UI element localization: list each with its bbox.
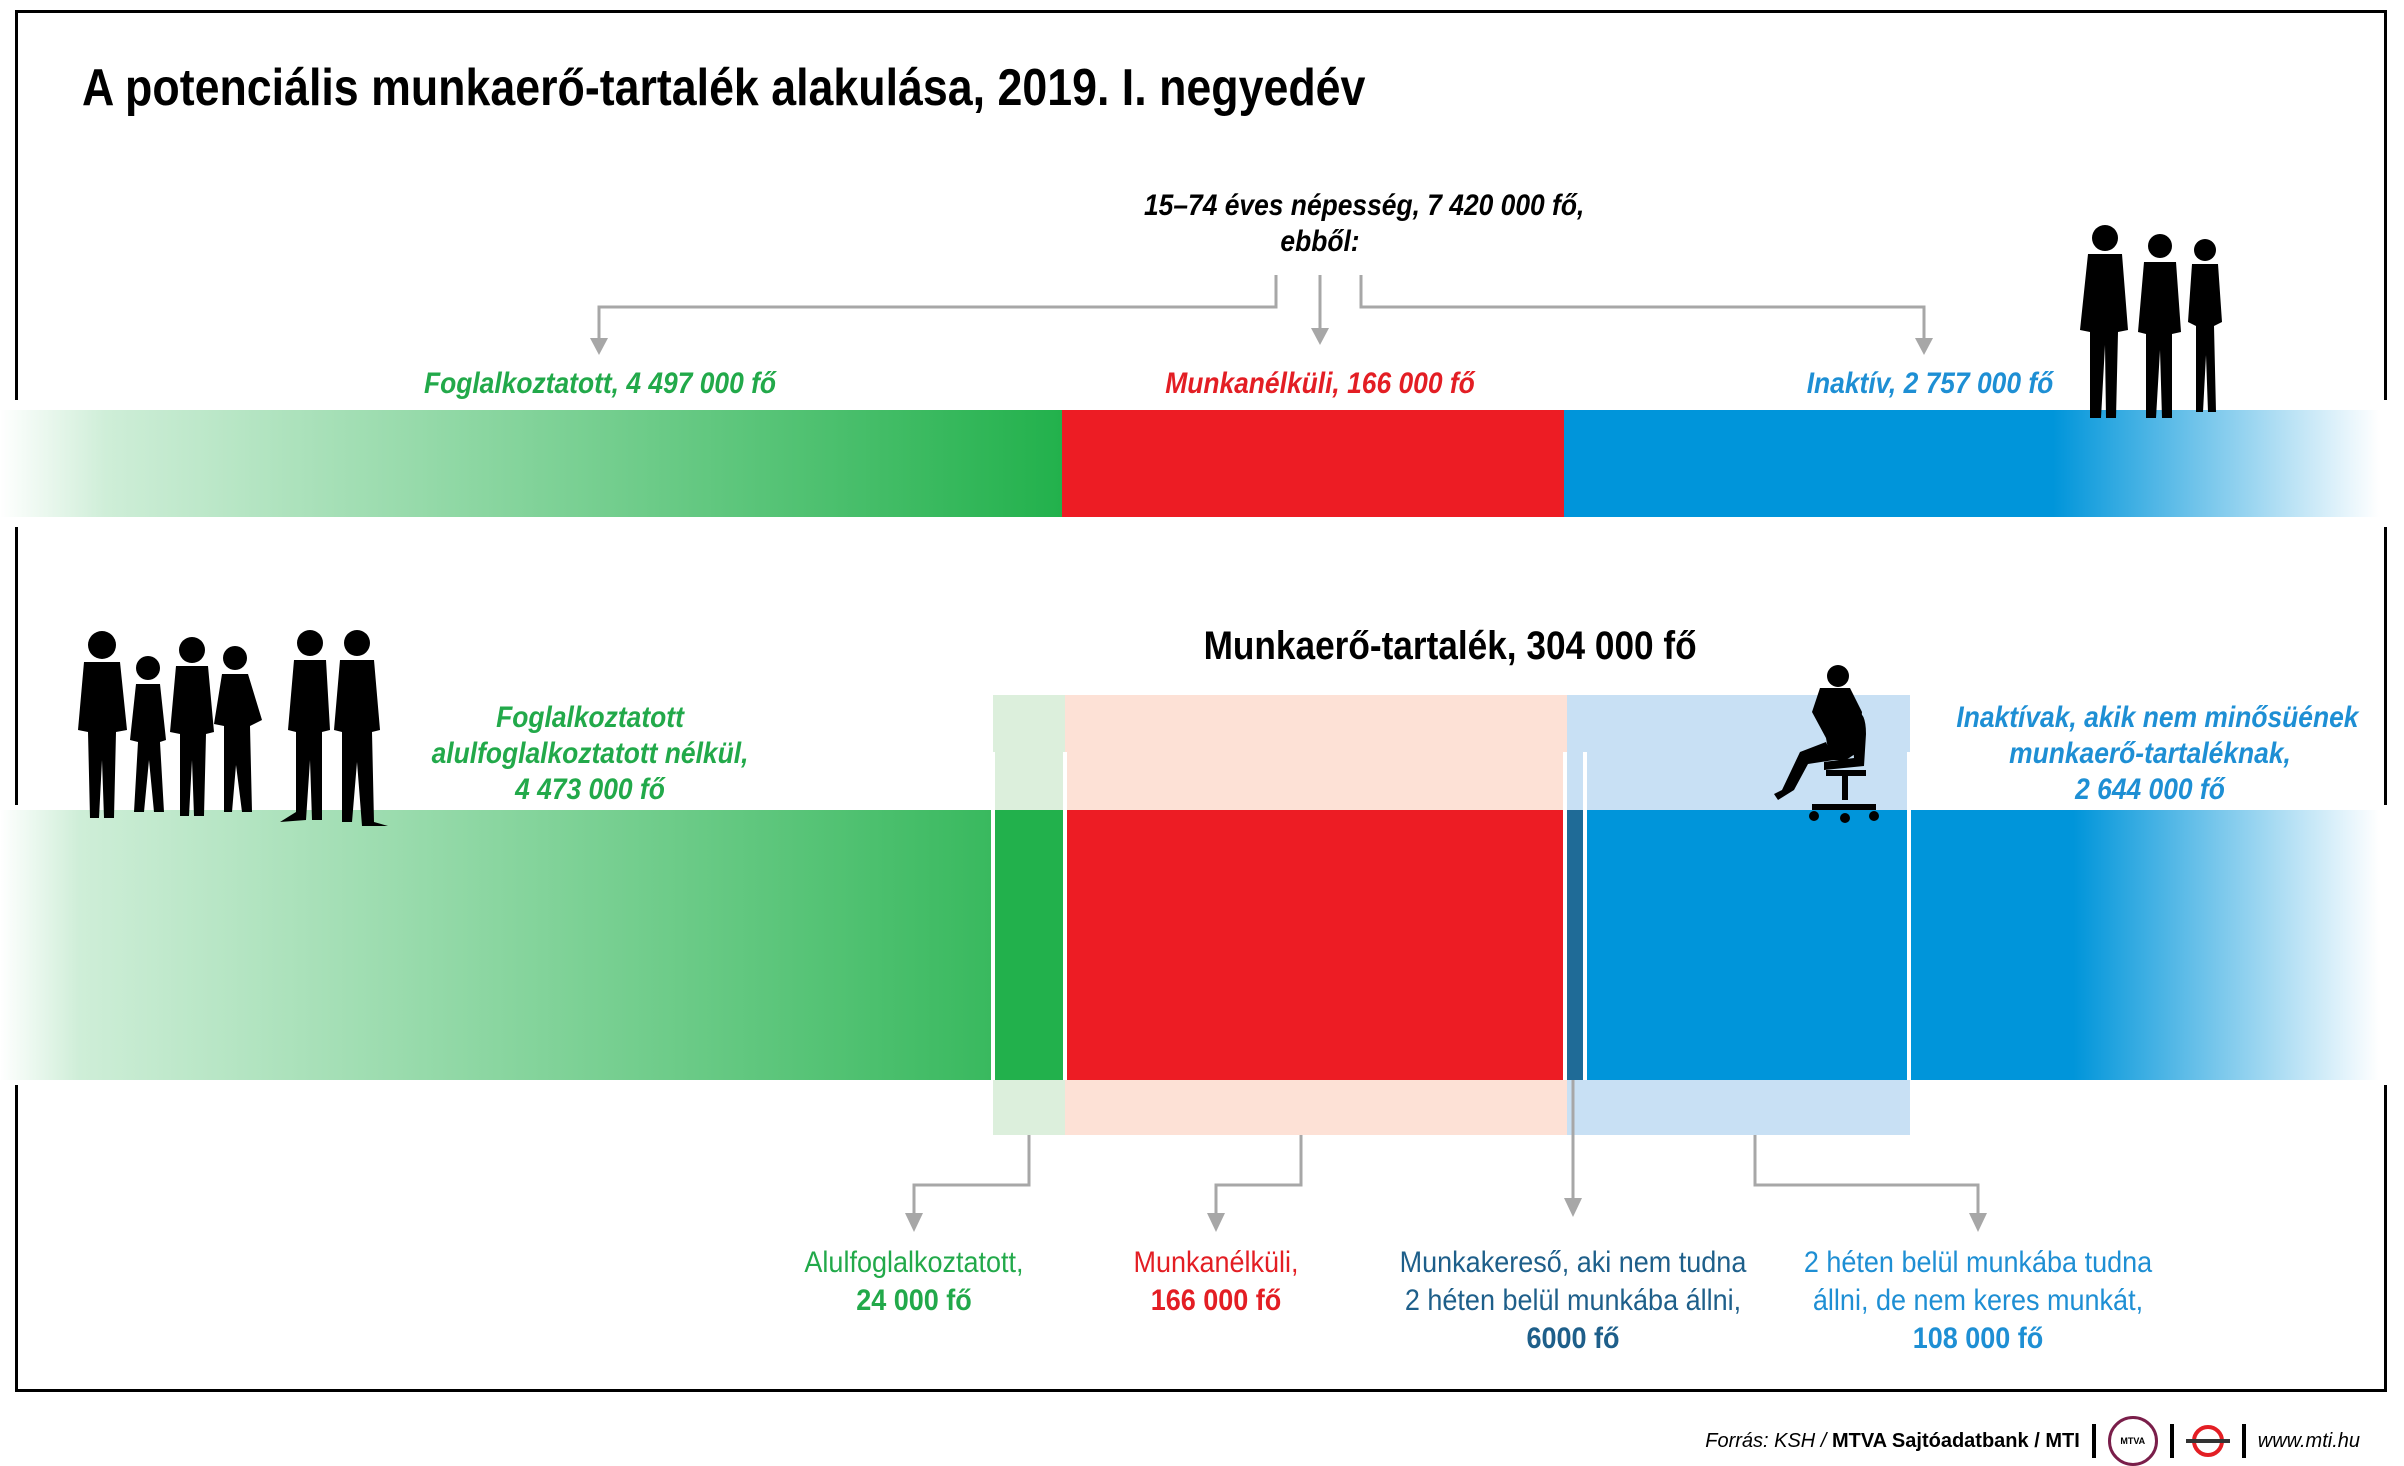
unemployed-line1: Munkanélküli, bbox=[1133, 1246, 1299, 1279]
footer-divider bbox=[2241, 1424, 2246, 1458]
bottom-employed-line1: Foglalkoztatott bbox=[496, 701, 684, 734]
population-line1: 15–74 éves népesség, 7 420 000 fő, bbox=[1144, 189, 1585, 222]
population-label: 15–74 éves népesség, 7 420 000 fő, ebből… bbox=[1144, 188, 1585, 260]
bottom-inactive-line2: munkaerő-tartaléknak, bbox=[2009, 737, 2291, 770]
jobseeker-line1: Munkakereső, aki nem tudna bbox=[1399, 1246, 1747, 1279]
jobseeker-value: 6000 fő bbox=[1526, 1322, 1620, 1355]
top-inactive-label: Inaktív, 2 757 000 fő bbox=[1806, 367, 2054, 400]
underemployed-label: Alulfoglalkoztatott, 24 000 fő bbox=[779, 1244, 1049, 1320]
bottom-employed-label: Foglalkoztatott alulfoglalkoztatott nélk… bbox=[414, 700, 766, 808]
top-employed-label: Foglalkoztatott, 4 497 000 fő bbox=[423, 367, 777, 400]
available-line1: 2 héten belül munkába tudna bbox=[1803, 1246, 2153, 1279]
bottom-unemployed-bar bbox=[1066, 810, 1564, 1080]
available-line2: állni, de nem keres munkát, bbox=[1812, 1284, 2144, 1317]
bottom-inactive-bar bbox=[1909, 810, 2379, 1080]
seated-woman-silhouette-icon bbox=[1774, 665, 1879, 823]
footer-url[interactable]: www.mti.hu bbox=[2257, 1429, 2360, 1452]
footer-divider bbox=[2091, 1424, 2096, 1458]
frame-border bbox=[15, 10, 2387, 1392]
footer-divider bbox=[2169, 1424, 2174, 1458]
jobseeker-line2: 2 héten belül munkába állni, bbox=[1404, 1284, 1742, 1317]
footer-bank: MTVA Sajtóadatbank bbox=[1831, 1429, 2029, 1452]
jobseeker-label: Munkakereső, aki nem tudna 2 héten belül… bbox=[1393, 1244, 1753, 1358]
unemployed-value: 166 000 fő bbox=[1150, 1284, 1282, 1317]
three-people-silhouette-icon bbox=[2080, 225, 2222, 418]
footer-mti: / MTI bbox=[2034, 1429, 2080, 1452]
available-value: 108 000 fő bbox=[1912, 1322, 2044, 1355]
reserve-title: Munkaerő-tartalék, 304 000 fő bbox=[1203, 624, 1697, 668]
top-inactive-bar bbox=[1564, 410, 2379, 517]
bottom-under-bar bbox=[995, 810, 1065, 1080]
footer-source: Forrás: KSH / MTVA Sajtóadatbank / MTI bbox=[1705, 1430, 2080, 1453]
bottom-employed-line2: alulfoglalkoztatott nélkül, bbox=[431, 737, 749, 770]
bottom-inactive-line3: 2 644 000 fő bbox=[2075, 773, 2225, 806]
group-silhouette-icon bbox=[78, 630, 388, 826]
bottom-available-bar bbox=[1584, 810, 1909, 1080]
mti-logo-icon bbox=[2185, 1423, 2230, 1459]
page-title: A potenciális munkaerő-tartalék alakulás… bbox=[82, 59, 1366, 117]
bottom-inactive-line1: Inaktívak, akik nem minősüének bbox=[1956, 701, 2359, 734]
footer-source-prefix: Forrás: KSH / bbox=[1705, 1429, 1827, 1452]
top-unemployed-label: Munkanélküli, 166 000 fő bbox=[1165, 367, 1475, 400]
top-employed-bar bbox=[0, 410, 1062, 517]
bottom-inactive-label: Inaktívak, akik nem minősüének munkaerő-… bbox=[1956, 700, 2359, 808]
mtva-logo-icon: MTVA bbox=[2107, 1416, 2158, 1466]
underemployed-value: 24 000 fő bbox=[856, 1284, 972, 1317]
mtva-logo-text: MTVA bbox=[2120, 1436, 2146, 1446]
underemployed-line1: Alulfoglalkoztatott, bbox=[804, 1246, 1024, 1279]
top-unemployed-bar bbox=[1062, 410, 1564, 517]
bottom-employed-line3: 4 473 000 fő bbox=[515, 773, 665, 806]
unemployed-label: Munkanélküli, 166 000 fő bbox=[1081, 1244, 1351, 1320]
footer: Forrás: KSH / MTVA Sajtóadatbank / MTI M… bbox=[1705, 1416, 2360, 1466]
bottom-employed-bar bbox=[0, 810, 995, 1080]
bottom-seeker-bar bbox=[1566, 810, 1584, 1080]
population-line2: ebből: bbox=[1280, 225, 1360, 258]
available-label: 2 héten belül munkába tudna állni, de ne… bbox=[1798, 1244, 2158, 1358]
